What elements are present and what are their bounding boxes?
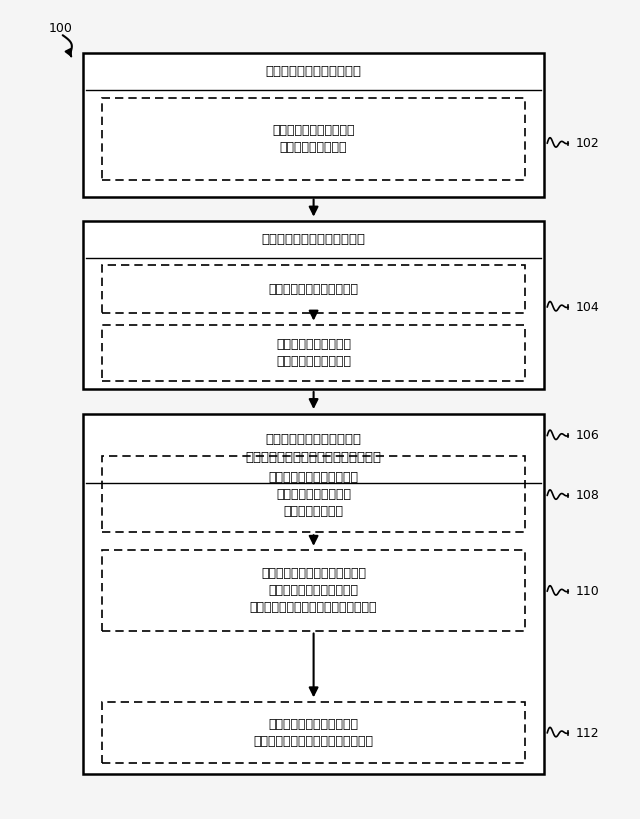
- Text: 心構造に対応する複数の
場所データ点を獲得: 心構造に対応する複数の 場所データ点を獲得: [273, 124, 355, 154]
- Bar: [102, 325, 525, 381]
- Text: 一群の場所データ点を獲得: 一群の場所データ点を獲得: [266, 66, 362, 78]
- Text: 102: 102: [576, 137, 600, 150]
- Bar: [83, 414, 544, 774]
- Text: アルファシェルを処理して
単体表面を有する幾何学モデルを生成: アルファシェルを処理して 単体表面を有する幾何学モデルを生成: [246, 433, 381, 464]
- Text: 110: 110: [576, 585, 600, 598]
- Text: 生成プロセスを開始すべき
アルファシェルの点、
小面又は縁を特定: 生成プロセスを開始すべき アルファシェルの点、 小面又は縁を特定: [269, 471, 358, 518]
- Text: 106: 106: [576, 429, 600, 442]
- Text: 112: 112: [576, 726, 600, 740]
- Text: 特定したアルファシェルの点、
小面又は縁から開始して、
単体表面を有する幾何学モデルを生成: 特定したアルファシェルの点、 小面又は縁から開始して、 単体表面を有する幾何学モ…: [250, 567, 378, 614]
- Text: 100: 100: [49, 22, 73, 35]
- Bar: [83, 221, 544, 389]
- Text: 心構造の幾何学モデルを生成: 心構造の幾何学モデルを生成: [262, 233, 365, 246]
- Bar: [102, 98, 525, 180]
- Text: 108: 108: [576, 489, 600, 502]
- Text: 104: 104: [576, 301, 600, 314]
- Bar: [83, 53, 544, 197]
- Text: 一群の場所データ点の
アルファシェルを計算: 一群の場所データ点の アルファシェルを計算: [276, 338, 351, 368]
- Text: アルファのための値を決定: アルファのための値を決定: [269, 283, 358, 296]
- Bar: [102, 702, 525, 763]
- Bar: [102, 456, 525, 532]
- Bar: [102, 550, 525, 631]
- Text: 最終的な単体表面を有する
幾何学モデルを表示及び／又は保存: 最終的な単体表面を有する 幾何学モデルを表示及び／又は保存: [253, 717, 374, 748]
- Bar: [102, 265, 525, 313]
